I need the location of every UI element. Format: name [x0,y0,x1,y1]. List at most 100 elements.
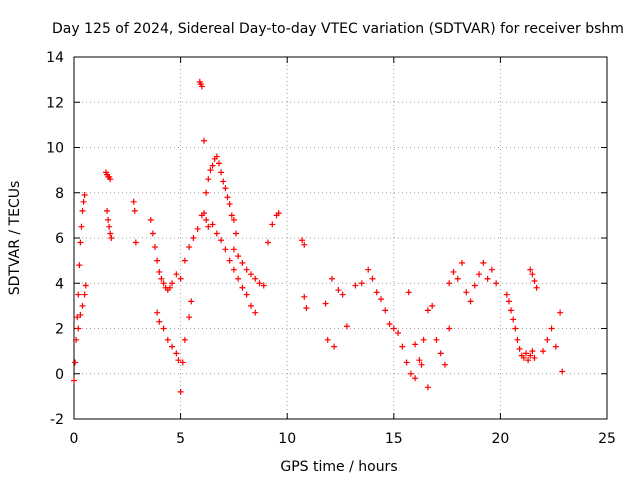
data-point [533,284,540,291]
data-point [230,216,237,223]
data-point [493,280,500,287]
data-point [107,230,114,237]
data-point [71,377,77,384]
data-point [156,318,163,325]
data-point [324,336,331,343]
y-tick-label: 2 [55,322,64,338]
data-point [160,325,167,332]
data-point [446,325,453,332]
data-point [399,343,406,350]
data-point [177,388,184,395]
data-point [557,309,564,316]
data-point [203,189,210,196]
data-point [169,280,176,287]
data-point [252,275,259,282]
data-point [480,259,487,266]
y-tick-label: 4 [55,276,64,292]
data-point [403,359,410,366]
data-point [301,241,308,248]
data-point [559,368,566,375]
data-point [190,235,197,241]
data-point [488,266,495,273]
data-point [522,350,529,357]
y-tick-label: 0 [55,367,64,383]
data-point [275,210,282,217]
data-point [525,357,532,364]
data-point [220,178,227,185]
x-tick-label: 0 [70,431,79,447]
data-point [418,361,425,368]
data-point [540,348,547,355]
data-point [386,320,393,327]
data-point [209,221,216,228]
data-point [106,223,113,230]
data-point [233,230,240,237]
data-point [108,235,115,241]
data-point [107,176,114,183]
data-point [505,298,512,305]
data-point [228,212,235,219]
data-point [73,336,80,343]
data-point [186,244,193,251]
data-point [77,239,84,246]
data-point [301,293,308,300]
data-point [243,291,250,298]
data-point [520,354,527,361]
data-point [222,185,229,192]
data-point [331,343,338,350]
data-point [260,282,267,289]
y-tick-label: 14 [46,50,64,66]
data-point [243,266,250,273]
data-point [484,275,491,282]
data-point [412,375,419,382]
data-point [81,291,88,298]
data-point [373,289,380,296]
data-point [446,280,453,287]
data-point [247,302,254,309]
y-axis-label: SDTVAR / TECUs [7,181,23,296]
data-point [152,244,159,251]
data-point [105,216,112,223]
y-tick-label: 10 [46,141,64,157]
data-point [395,330,402,337]
data-point [352,282,359,289]
data-point [378,296,385,303]
data-point [224,194,231,201]
data-point [205,176,212,183]
data-point [514,336,521,343]
data-point [194,225,201,232]
data-point [476,271,483,278]
data-point [175,357,182,364]
axis-ticks [73,56,608,420]
data-point [179,359,186,366]
data-point [82,282,89,289]
data-point [173,271,180,278]
x-tick-label: 10 [278,431,296,447]
data-point [424,384,431,391]
data-point [269,221,276,228]
data-point [149,230,156,237]
data-point [548,325,555,332]
data-point [235,275,242,282]
data-point [420,336,427,343]
data-point [303,305,310,312]
data-point [132,239,139,246]
data-point [72,359,79,366]
data-point [156,268,163,275]
data-point [147,216,154,223]
data-point [512,325,519,332]
data-point [160,280,167,287]
data-point [252,309,259,316]
data-point [256,280,263,287]
data-point [531,354,538,361]
data-point [75,325,82,332]
data-point [218,169,225,176]
data-point [529,348,536,355]
data-point [215,160,222,167]
data-point [235,253,242,260]
data-point [158,275,165,282]
data-point [265,239,272,246]
data-point [527,352,534,359]
data-point [213,230,220,237]
